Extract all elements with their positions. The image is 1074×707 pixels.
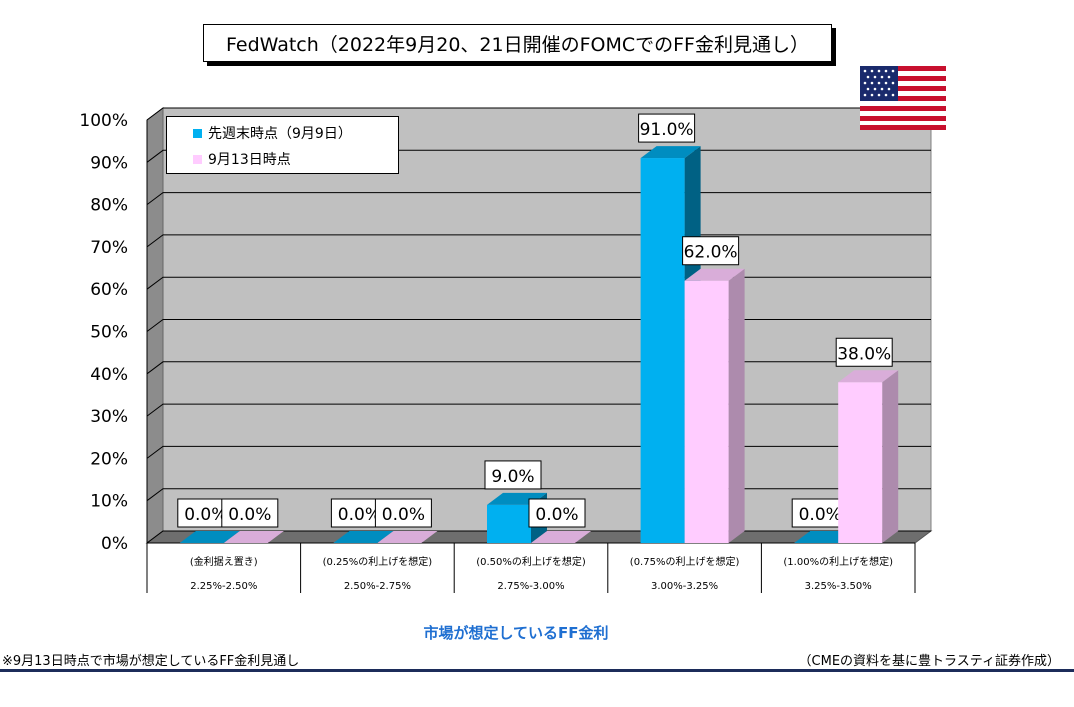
bar-top: [179, 531, 240, 543]
bar-series1: [640, 158, 685, 543]
bar-series2: [684, 280, 729, 543]
category-label: (金利据え置き): [190, 555, 258, 568]
legend-swatch-series2: [193, 154, 202, 164]
data-label-box: [682, 236, 740, 266]
data-label: 0.0%: [799, 505, 842, 525]
chart-title: FedWatch（2022年9月20、21日開催のFOMCでのFF金利見通し）: [203, 24, 832, 62]
y-tick-label: 90%: [90, 153, 128, 173]
data-label: 9.0%: [491, 467, 534, 487]
data-label: 0.0%: [382, 505, 425, 525]
data-label-box: [835, 337, 893, 367]
data-label-box: [221, 498, 279, 528]
us-flag-icon: [860, 66, 946, 130]
data-label: 0.0%: [184, 505, 227, 525]
category-range-label: 2.50%-2.75%: [344, 581, 411, 592]
category-range-label: 2.25%-2.50%: [190, 581, 257, 592]
data-label-box: [638, 113, 696, 143]
bar-side: [728, 268, 745, 543]
x-axis-title: 市場が想定しているFF金利: [423, 624, 609, 642]
bar-series2: [838, 382, 883, 543]
data-label-box: [374, 498, 432, 528]
data-label: 0.0%: [338, 505, 381, 525]
data-label-box: [528, 498, 586, 528]
bar-top: [333, 531, 394, 543]
data-label: 62.0%: [684, 243, 738, 263]
category-label: (1.00%の利上げを想定): [783, 555, 893, 568]
y-tick-label: 0%: [101, 534, 128, 554]
category-range-label: 2.75%-3.00%: [497, 581, 564, 592]
y-tick-label: 30%: [90, 407, 128, 427]
legend-item-series1: 先週末時点（9月9日）: [193, 123, 352, 143]
gridline: [146, 107, 931, 121]
legend: 先週末時点（9月9日） 9月13日時点: [166, 116, 399, 174]
y-tick-label: 20%: [90, 449, 128, 469]
legend-label-series2: 9月13日時点: [208, 152, 291, 168]
y-tick-label: 10%: [90, 492, 128, 512]
y-tick-label: 60%: [90, 280, 128, 300]
bottom-rule: [0, 669, 1074, 672]
category-label: (0.75%の利上げを想定): [630, 555, 740, 568]
bar-top: [377, 531, 438, 543]
bar-top: [640, 146, 701, 159]
bar-top: [838, 370, 899, 383]
bar-top: [223, 531, 284, 543]
data-label: 38.0%: [837, 344, 891, 364]
y-tick-label: 100%: [79, 111, 128, 131]
data-label: 0.0%: [228, 505, 271, 525]
category-range-label: 3.00%-3.25%: [651, 581, 718, 592]
category-label: (0.25%の利上げを想定): [323, 555, 433, 568]
y-tick-label: 40%: [90, 365, 128, 385]
data-label: 91.0%: [640, 120, 694, 140]
bar-top: [531, 531, 591, 543]
y-tick-label: 80%: [90, 196, 128, 216]
legend-item-series2: 9月13日時点: [193, 149, 291, 169]
category-range-label: 3.25%-3.50%: [805, 581, 872, 592]
y-tick-label: 70%: [90, 238, 128, 258]
data-label-box: [484, 460, 542, 490]
data-label: 0.0%: [535, 505, 578, 525]
category-label: (0.50%の利上げを想定): [476, 555, 586, 568]
bar-series1: [487, 504, 531, 543]
y-tick-label: 50%: [90, 323, 128, 343]
bar-side: [882, 370, 899, 543]
legend-label-series1: 先週末時点（9月9日）: [208, 126, 352, 142]
footnote-right: （CMEの資料を基に豊トラスティ証券作成）: [798, 654, 1060, 669]
footnote-left: ※9月13日時点で市場が想定しているFF金利見通し: [2, 654, 300, 669]
legend-swatch-series1: [193, 128, 202, 138]
bar-top: [684, 268, 745, 281]
